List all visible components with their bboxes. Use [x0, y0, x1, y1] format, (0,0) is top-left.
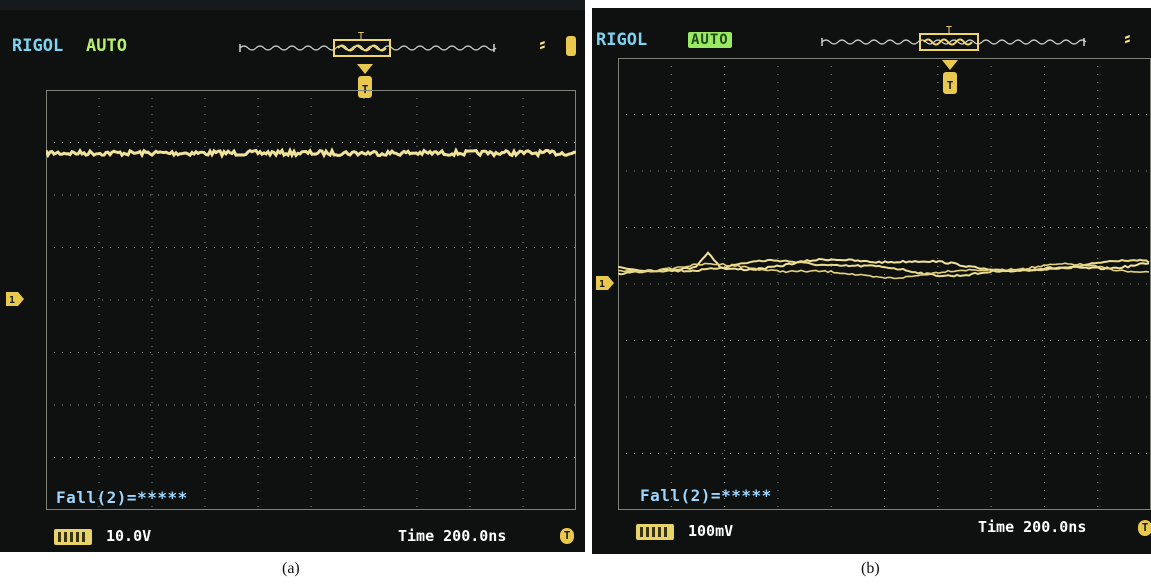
channel-scale: 10.0V: [106, 527, 152, 545]
signal-trace: [46, 146, 576, 160]
ch1-badge-icon: [54, 529, 92, 545]
trigger-mode-label: AUTO: [86, 36, 127, 56]
bezel: [0, 0, 585, 10]
channel-scale: 100mV: [688, 522, 734, 540]
svg-text:T: T: [362, 83, 369, 96]
falling-edge-icon: ⸗: [537, 34, 548, 55]
svg-text:1: 1: [9, 295, 15, 306]
svg-text:1: 1: [599, 279, 605, 290]
trigger-position-marker-icon: T: [357, 64, 373, 98]
svg-text:T: T: [946, 26, 952, 36]
t-icon: T: [560, 528, 574, 544]
measurement-status: Fall(2)=*****: [56, 488, 188, 507]
graticule-a: [46, 90, 576, 510]
falling-edge-icon: ⸗: [1122, 28, 1133, 49]
caption-a: (a): [282, 560, 300, 577]
trigger-position-marker-icon: T: [942, 60, 958, 94]
memory-depth-bar: T: [821, 26, 1087, 51]
memory-depth-bar: T: [239, 32, 497, 57]
graticule-b: [618, 58, 1151, 510]
signal-trace: [618, 258, 1150, 278]
svg-text:T: T: [358, 32, 364, 42]
ch1-badge-icon: [636, 524, 674, 540]
viewport-window: [333, 39, 391, 57]
brand-label: RIGOL: [12, 36, 64, 56]
time-base: Time 200.0ns: [398, 527, 507, 545]
measurement-status: Fall(2)=*****: [640, 486, 772, 505]
trigger-mode-label: AUTO: [688, 32, 732, 48]
ch1-ground-marker-icon: 1: [6, 292, 24, 306]
oscilloscope-screen-a: RIGOL AUTO T ⸗ T 1 Fall(2)=***** 10.0V T…: [0, 0, 585, 552]
ch1-ground-marker-icon: 1: [596, 276, 614, 290]
signal-trace: [618, 262, 1150, 280]
time-base: Time 200.0ns: [978, 518, 1087, 536]
svg-text:T: T: [947, 79, 954, 92]
oscilloscope-screen-b: RIGOL AUTO T ⸗ T 1 Fall(2)=***** 100mV T…: [592, 8, 1151, 554]
t-icon: T: [1138, 520, 1151, 536]
caption-b: (b): [861, 560, 880, 577]
brand-label: RIGOL: [596, 30, 648, 50]
trigger-level-tab-icon: [566, 36, 576, 56]
